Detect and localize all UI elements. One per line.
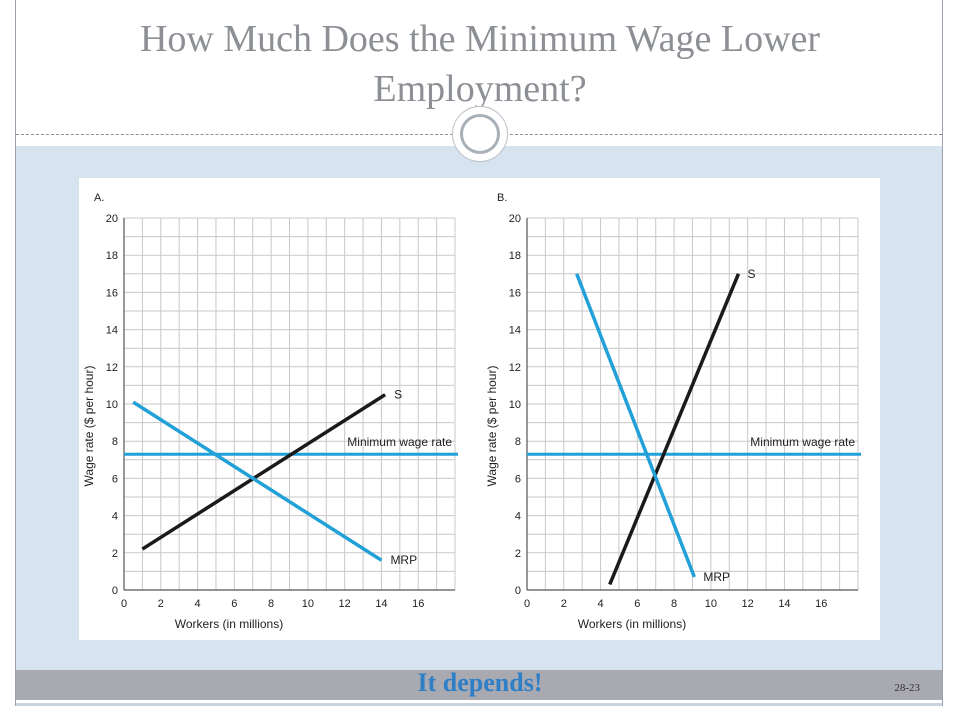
chart-a-title: A. — [94, 192, 104, 204]
chart-b-title: B. — [497, 192, 507, 204]
y-axis-label: Wage rate ($ per hour) — [485, 366, 499, 487]
x-axis-label: Workers (in millions) — [578, 617, 686, 631]
min-wage-label: Minimum wage rate — [347, 435, 452, 449]
footer-line — [16, 703, 942, 706]
y-tick-label: 8 — [112, 436, 118, 448]
y-tick-label: 2 — [515, 548, 521, 560]
x-tick-label: 0 — [121, 598, 127, 610]
x-tick-label: 8 — [268, 598, 274, 610]
x-tick-label: 12 — [339, 598, 351, 610]
ring-ornament-icon — [452, 106, 508, 162]
y-tick-label: 14 — [509, 325, 521, 337]
x-tick-label: 10 — [705, 598, 717, 610]
x-tick-label: 10 — [302, 598, 314, 610]
y-tick-label: 18 — [106, 250, 118, 262]
slide-title: How Much Does the Minimum Wage Lower Emp… — [139, 18, 821, 110]
series-label-mrp: MRP — [703, 570, 730, 584]
series-label-s: S — [747, 267, 755, 281]
chart-panel: A. 0 2 4 6 8 10 12 14 16 18 20 0 2 4 6 8 10 12 14 16 Workers … — [79, 178, 880, 640]
x-tick-label: 14 — [778, 598, 790, 610]
x-tick-label: 2 — [561, 598, 567, 610]
ring-inner — [460, 114, 500, 154]
y-tick-label: 20 — [106, 213, 118, 225]
series-line-mrp — [575, 273, 696, 578]
slide-frame — [15, 0, 943, 706]
series-label-mrp: MRP — [390, 553, 417, 567]
y-tick-label: 10 — [106, 399, 118, 411]
y-tick-label: 14 — [106, 325, 118, 337]
y-tick-label: 0 — [112, 585, 118, 597]
page-number: 28-23 — [894, 682, 920, 694]
x-tick-label: 4 — [194, 598, 200, 610]
chart-a: A. 0 2 4 6 8 10 12 14 16 18 20 0 2 4 6 8 10 12 14 16 Workers … — [82, 192, 458, 631]
y-tick-label: 0 — [515, 585, 521, 597]
y-tick-label: 6 — [112, 473, 118, 485]
y-tick-label: 20 — [509, 213, 521, 225]
series-line-s — [141, 393, 387, 551]
x-tick-label: 0 — [524, 598, 530, 610]
y-tick-label: 4 — [112, 511, 118, 523]
series-label-s: S — [394, 388, 402, 402]
x-tick-label: 4 — [597, 598, 603, 610]
y-tick-label: 2 — [112, 548, 118, 560]
y-tick-label: 18 — [509, 250, 521, 262]
footer-bar — [16, 670, 942, 700]
y-axis-label: Wage rate ($ per hour) — [82, 366, 96, 487]
x-tick-label: 2 — [158, 598, 164, 610]
x-tick-label: 8 — [671, 598, 677, 610]
series-line-mrp — [132, 400, 383, 562]
y-tick-label: 16 — [106, 287, 118, 299]
y-tick-label: 6 — [515, 473, 521, 485]
x-tick-label: 6 — [634, 598, 640, 610]
x-tick-label: 6 — [231, 598, 237, 610]
y-tick-label: 10 — [509, 399, 521, 411]
y-tick-label: 4 — [515, 511, 521, 523]
min-wage-label: Minimum wage rate — [750, 435, 855, 449]
chart-b: B. 0 2 4 6 8 10 12 14 16 18 20 0 2 4 6 8 10 12 14 16 Workers … — [485, 192, 861, 631]
x-tick-label: 12 — [742, 598, 754, 610]
x-tick-label: 16 — [412, 598, 424, 610]
footer-text: It depends! — [417, 668, 543, 697]
x-tick-label: 16 — [815, 598, 827, 610]
series-line-s — [608, 273, 741, 586]
x-tick-label: 14 — [375, 598, 387, 610]
x-axis-label: Workers (in millions) — [175, 617, 283, 631]
y-tick-label: 12 — [106, 362, 118, 374]
y-tick-label: 12 — [509, 362, 521, 374]
y-tick-label: 16 — [509, 287, 521, 299]
y-tick-label: 8 — [515, 436, 521, 448]
